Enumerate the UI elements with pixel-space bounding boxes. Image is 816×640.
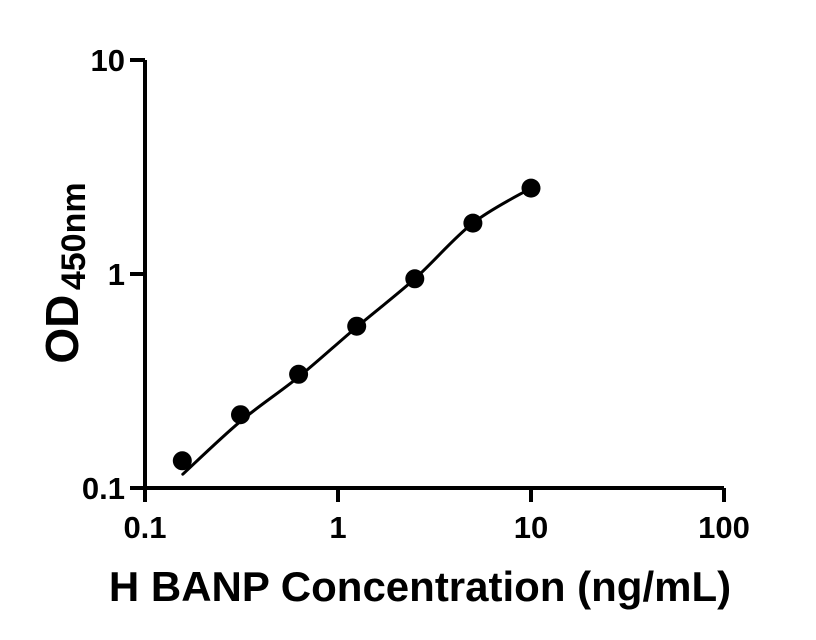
axes-lines <box>143 60 724 490</box>
x-tick-labels: 0.1 1 10 100 <box>123 510 749 545</box>
y-axis-title-sub: 450nm <box>55 182 93 290</box>
data-points <box>172 178 541 471</box>
data-point-marker <box>521 178 541 198</box>
axis-ticks <box>130 58 726 502</box>
x-tick-label: 10 <box>514 510 548 545</box>
data-point-marker <box>463 213 483 233</box>
y-tick-label: 10 <box>91 43 125 78</box>
y-axis-title-main: OD <box>36 295 88 364</box>
data-point-marker <box>347 316 367 336</box>
y-axis-title: OD 450nm <box>36 182 93 363</box>
x-tick-label: 1 <box>329 510 346 545</box>
data-point-marker <box>172 451 192 471</box>
data-point-marker <box>405 269 425 289</box>
y-tick-label: 0.1 <box>82 471 125 506</box>
x-tick-label: 100 <box>698 510 750 545</box>
data-point-marker <box>231 405 250 425</box>
y-tick-label: 1 <box>108 257 125 292</box>
x-tick-label: 0.1 <box>123 510 166 545</box>
y-tick-labels: 0.1 1 10 <box>82 43 125 506</box>
data-point-marker <box>289 364 309 384</box>
x-axis-title: H BANP Concentration (ng/mL) <box>109 563 731 610</box>
